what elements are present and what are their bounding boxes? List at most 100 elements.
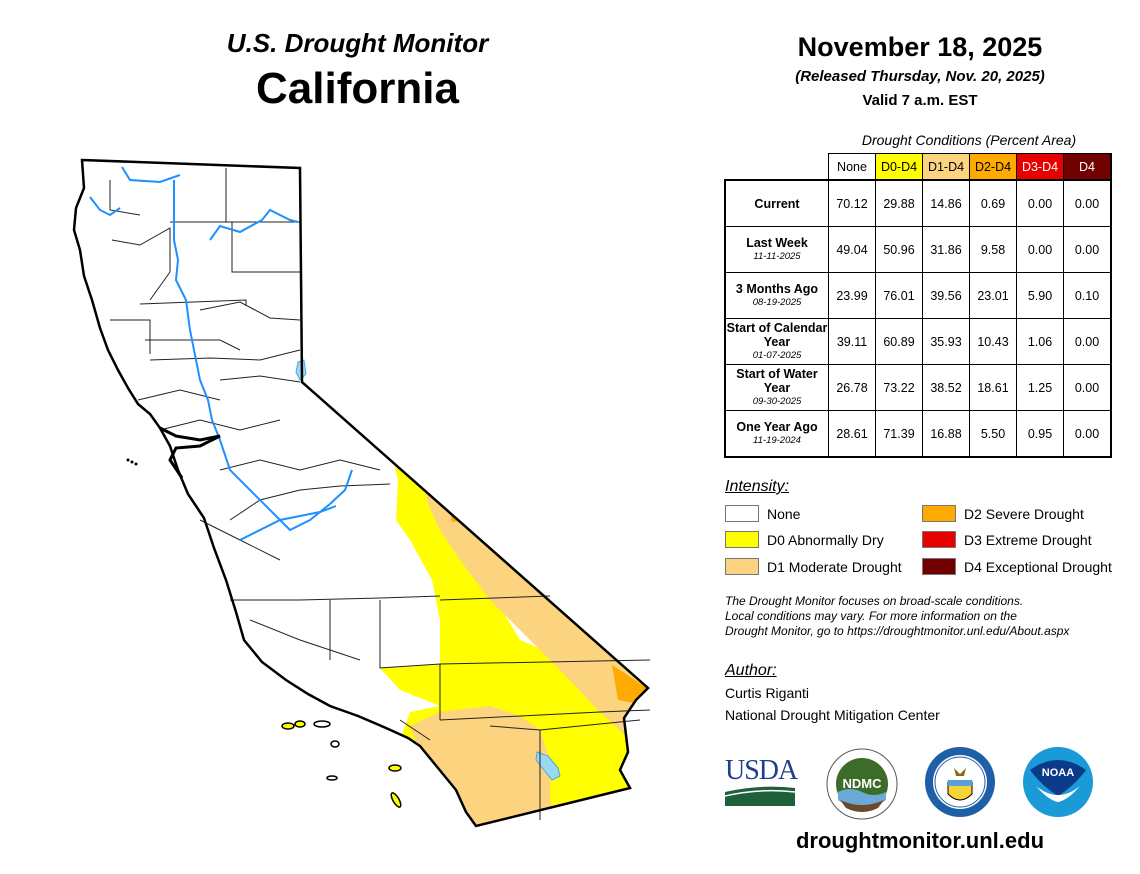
table-row-3-months-ago: 3 Months Ago 08-19-2025 23.99 76.01 39.56… xyxy=(724,272,1112,319)
cell-value: 35.93 xyxy=(922,318,970,365)
legend-item-d4: D4 Exceptional Drought xyxy=(922,558,1112,575)
salton-sea xyxy=(535,751,561,781)
author-org: National Drought Mitigation Center xyxy=(725,707,940,723)
cell-value: 0.00 xyxy=(1063,179,1112,227)
cell-value: 50.96 xyxy=(875,226,923,273)
channel-islands xyxy=(281,720,402,808)
cell-value: 10.43 xyxy=(969,318,1017,365)
cell-value: 0.00 xyxy=(1063,226,1112,273)
d1-region-south xyxy=(410,706,556,826)
cell-value: 26.78 xyxy=(828,364,876,411)
swatch-none xyxy=(725,505,759,522)
col-d2-d4: D2-D4 xyxy=(969,153,1017,181)
table-row-start-calendar-year: Start of Calendar Year 01-07-2025 39.11 6… xyxy=(724,318,1112,365)
cell-value: 18.61 xyxy=(969,364,1017,411)
state-title: California xyxy=(256,64,459,113)
disclaimer-note: The Drought Monitor focuses on broad-sca… xyxy=(725,594,1125,639)
map-date: November 18, 2025 xyxy=(797,32,1043,62)
rivers xyxy=(89,166,353,541)
row-label: 3 Months Ago xyxy=(735,282,819,296)
cell-value: 71.39 xyxy=(875,410,923,458)
table-caption: Drought Conditions (Percent Area) xyxy=(861,132,1077,148)
row-label: Start of Water Year xyxy=(736,367,818,395)
author-heading: Author: xyxy=(725,662,777,679)
cell-value: 39.11 xyxy=(828,318,876,365)
drought-conditions-table: None D0-D4 D1-D4 D2-D4 D3-D4 D4 Current … xyxy=(724,153,1112,458)
legend-label: D4 Exceptional Drought xyxy=(964,558,1112,575)
commerce-seal-logo xyxy=(925,747,995,817)
row-date: 11-19-2024 xyxy=(753,435,801,446)
legend-label: D2 Severe Drought xyxy=(964,505,1084,522)
table-row-one-year-ago: One Year Ago 11-19-2024 28.61 71.39 16.88… xyxy=(724,410,1112,458)
cell-value: 76.01 xyxy=(875,272,923,319)
cell-value: 38.52 xyxy=(922,364,970,411)
author-name: Curtis Riganti xyxy=(725,685,810,701)
cell-value: 0.00 xyxy=(1016,226,1064,273)
col-none: None xyxy=(828,153,876,181)
legend-label: D3 Extreme Drought xyxy=(964,531,1092,548)
legend-heading: Intensity: xyxy=(725,478,790,495)
cell-value: 28.61 xyxy=(828,410,876,458)
d1-region-east xyxy=(424,484,648,760)
legend-item-d3: D3 Extreme Drought xyxy=(922,531,1092,548)
swatch-d0 xyxy=(725,531,759,548)
cell-value: 70.12 xyxy=(828,179,876,227)
col-d1-d4: D1-D4 xyxy=(922,153,970,181)
row-label: Current xyxy=(754,196,800,211)
cell-value: 39.56 xyxy=(922,272,970,319)
svg-text:NDMC: NDMC xyxy=(843,776,883,791)
cell-value: 5.50 xyxy=(969,410,1017,458)
row-date: 11-11-2025 xyxy=(753,251,801,262)
cell-value: 14.86 xyxy=(922,179,970,227)
table-row-last-week: Last Week 11-11-2025 49.04 50.96 31.86 9.… xyxy=(724,226,1112,273)
legend-item-d2: D2 Severe Drought xyxy=(922,505,1084,522)
svg-text:NOAA: NOAA xyxy=(1042,767,1074,779)
cell-value: 73.22 xyxy=(875,364,923,411)
swatch-d1 xyxy=(725,558,759,575)
note-line: The Drought Monitor focuses on broad-sca… xyxy=(725,594,1024,608)
sf-bay xyxy=(159,426,221,479)
row-date: 08-19-2025 xyxy=(752,297,802,308)
col-d0-d4: D0-D4 xyxy=(875,153,923,181)
cell-value: 0.00 xyxy=(1016,179,1064,227)
noaa-logo: NOAA xyxy=(1023,747,1093,817)
cell-value: 0.00 xyxy=(1063,364,1112,411)
cell-value: 0.69 xyxy=(969,179,1017,227)
header-blank xyxy=(725,153,829,181)
cell-value: 49.04 xyxy=(828,226,876,273)
cell-value: 23.99 xyxy=(828,272,876,319)
website-link[interactable]: droughtmonitor.unl.edu xyxy=(795,828,1045,853)
release-date: (Released Thursday, Nov. 20, 2025) xyxy=(795,68,1045,85)
col-d4: D4 xyxy=(1063,153,1112,181)
cell-value: 0.95 xyxy=(1016,410,1064,458)
swatch-d2 xyxy=(922,505,956,522)
table-row-start-water-year: Start of Water Year 09-30-2025 26.78 73.2… xyxy=(724,364,1112,411)
row-label: Last Week xyxy=(746,236,808,250)
row-label: One Year Ago xyxy=(736,420,818,434)
county-lines xyxy=(109,168,651,820)
table-row-current: Current 70.12 29.88 14.86 0.69 0.00 0.00 xyxy=(724,179,1112,227)
map-title: U.S. Drought Monitor xyxy=(226,28,489,58)
usda-fields-icon xyxy=(724,786,796,806)
farallon-islands xyxy=(126,458,138,466)
swatch-d3 xyxy=(922,531,956,548)
note-line: Drought Monitor, go to https://droughtmo… xyxy=(725,624,1070,638)
col-d3-d4: D3-D4 xyxy=(1016,153,1064,181)
swatch-d4 xyxy=(922,558,956,575)
usda-text: USDA xyxy=(725,755,798,786)
cell-value: 0.10 xyxy=(1063,272,1112,319)
legend-label: D1 Moderate Drought xyxy=(767,558,902,575)
cell-value: 23.01 xyxy=(969,272,1017,319)
legend-item-d1: D1 Moderate Drought xyxy=(725,558,902,575)
state-border xyxy=(72,158,650,828)
cell-value: 5.90 xyxy=(1016,272,1064,319)
legend-label: None xyxy=(767,505,801,522)
note-line: Local conditions may vary. For more info… xyxy=(725,609,1017,623)
cell-value: 1.06 xyxy=(1016,318,1064,365)
row-date: 09-30-2025 xyxy=(752,396,802,407)
cell-value: 29.88 xyxy=(875,179,923,227)
row-date: 01-07-2025 xyxy=(752,350,802,361)
cell-value: 0.00 xyxy=(1063,410,1112,458)
legend-label: D0 Abnormally Dry xyxy=(767,531,884,548)
cell-value: 1.25 xyxy=(1016,364,1064,411)
